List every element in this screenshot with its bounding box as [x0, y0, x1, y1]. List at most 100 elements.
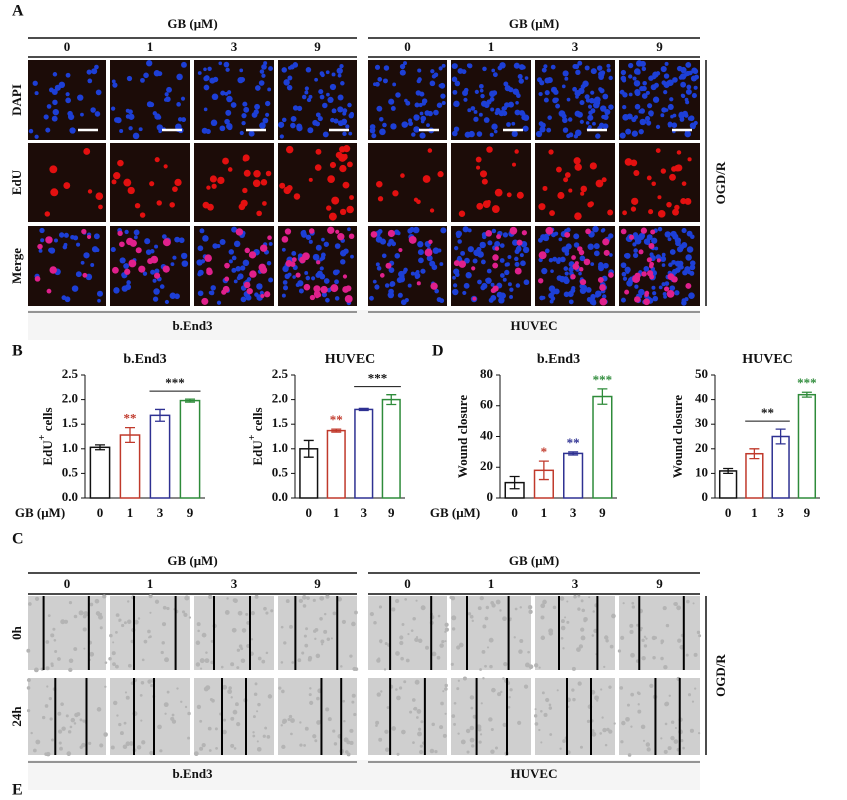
y-tick-label: 2.0 — [272, 391, 288, 406]
dose-label: 9 — [314, 39, 321, 54]
nucleus — [95, 89, 102, 96]
texture — [583, 618, 587, 623]
nucleus — [346, 205, 354, 214]
x-tick-label: 0 — [511, 505, 518, 520]
nucleus — [562, 246, 569, 253]
nucleus — [573, 233, 580, 240]
nucleus — [572, 86, 577, 92]
nucleus — [228, 259, 233, 264]
texture — [110, 745, 115, 750]
texture — [230, 716, 235, 721]
nucleus — [40, 238, 45, 243]
nucleus — [578, 249, 585, 256]
nucleus — [679, 118, 684, 122]
texture — [413, 706, 418, 711]
nucleus — [413, 126, 420, 133]
texture — [685, 653, 689, 657]
nucleus — [112, 82, 118, 88]
nucleus — [417, 241, 424, 248]
nucleus — [549, 210, 555, 216]
texture — [502, 677, 505, 680]
texture — [118, 618, 122, 622]
texture — [232, 709, 238, 715]
nucleus — [593, 250, 600, 257]
dose-label: 3 — [231, 39, 238, 54]
texture — [534, 722, 539, 726]
texture — [519, 606, 522, 609]
nucleus — [389, 281, 396, 287]
texture — [236, 648, 241, 652]
nucleus — [311, 276, 316, 281]
nucleus — [259, 244, 268, 252]
nucleus — [524, 76, 529, 80]
nucleus — [314, 164, 322, 171]
dose-label: 0 — [64, 576, 71, 591]
nucleus — [323, 241, 329, 247]
nucleus — [512, 239, 519, 246]
texture — [442, 690, 445, 693]
texture — [562, 739, 566, 743]
texture — [693, 652, 698, 657]
texture — [60, 619, 66, 625]
nucleus — [308, 228, 315, 234]
texture — [47, 614, 51, 618]
nucleus — [437, 248, 442, 253]
nucleus — [572, 64, 578, 70]
texture — [507, 705, 511, 709]
nucleus — [331, 108, 337, 114]
nucleus — [388, 267, 395, 273]
nucleus — [149, 181, 155, 187]
nucleus — [65, 97, 72, 104]
texture — [241, 628, 247, 633]
nucleus — [52, 108, 59, 116]
nucleus — [125, 114, 131, 119]
texture — [594, 695, 600, 701]
nucleus — [221, 289, 227, 295]
nucleus — [429, 260, 436, 267]
y-axis-label: EdU+ cells — [247, 407, 265, 465]
nucleus — [472, 296, 477, 301]
nucleus — [246, 287, 253, 295]
texture — [333, 742, 338, 746]
nucleus — [649, 261, 655, 267]
dose-label: 0 — [404, 576, 411, 591]
nucleus — [522, 246, 530, 254]
nucleus — [241, 120, 246, 126]
nucleus — [349, 195, 354, 200]
nucleus — [661, 263, 666, 267]
nucleus — [538, 91, 543, 97]
nucleus — [441, 63, 446, 68]
nucleus — [632, 242, 637, 247]
nucleus — [609, 253, 613, 257]
nucleus — [38, 248, 43, 253]
nucleus — [523, 279, 530, 286]
texture — [437, 614, 441, 618]
nucleus — [593, 101, 600, 109]
nucleus — [154, 268, 160, 274]
nucleus — [391, 241, 397, 247]
texture — [195, 662, 201, 667]
texture — [149, 750, 154, 756]
nucleus — [647, 103, 653, 109]
x-tick-label: 1 — [751, 505, 758, 520]
texture — [499, 609, 502, 612]
nucleus — [664, 281, 670, 286]
nucleus — [628, 234, 635, 240]
nucleus — [297, 280, 304, 287]
texture — [566, 620, 570, 624]
dose-label: 9 — [656, 576, 663, 591]
nucleus — [514, 261, 520, 267]
nucleus — [369, 127, 376, 134]
nucleus — [463, 282, 470, 289]
texture — [50, 662, 54, 666]
nucleus — [514, 256, 519, 262]
nucleus — [638, 288, 645, 296]
nucleus — [494, 246, 500, 251]
nucleus — [663, 73, 670, 79]
texture — [26, 708, 31, 713]
nucleus — [32, 80, 38, 86]
nucleus — [516, 239, 523, 246]
dose-label: 1 — [488, 576, 495, 591]
nucleus — [308, 177, 313, 182]
nucleus — [578, 271, 582, 276]
